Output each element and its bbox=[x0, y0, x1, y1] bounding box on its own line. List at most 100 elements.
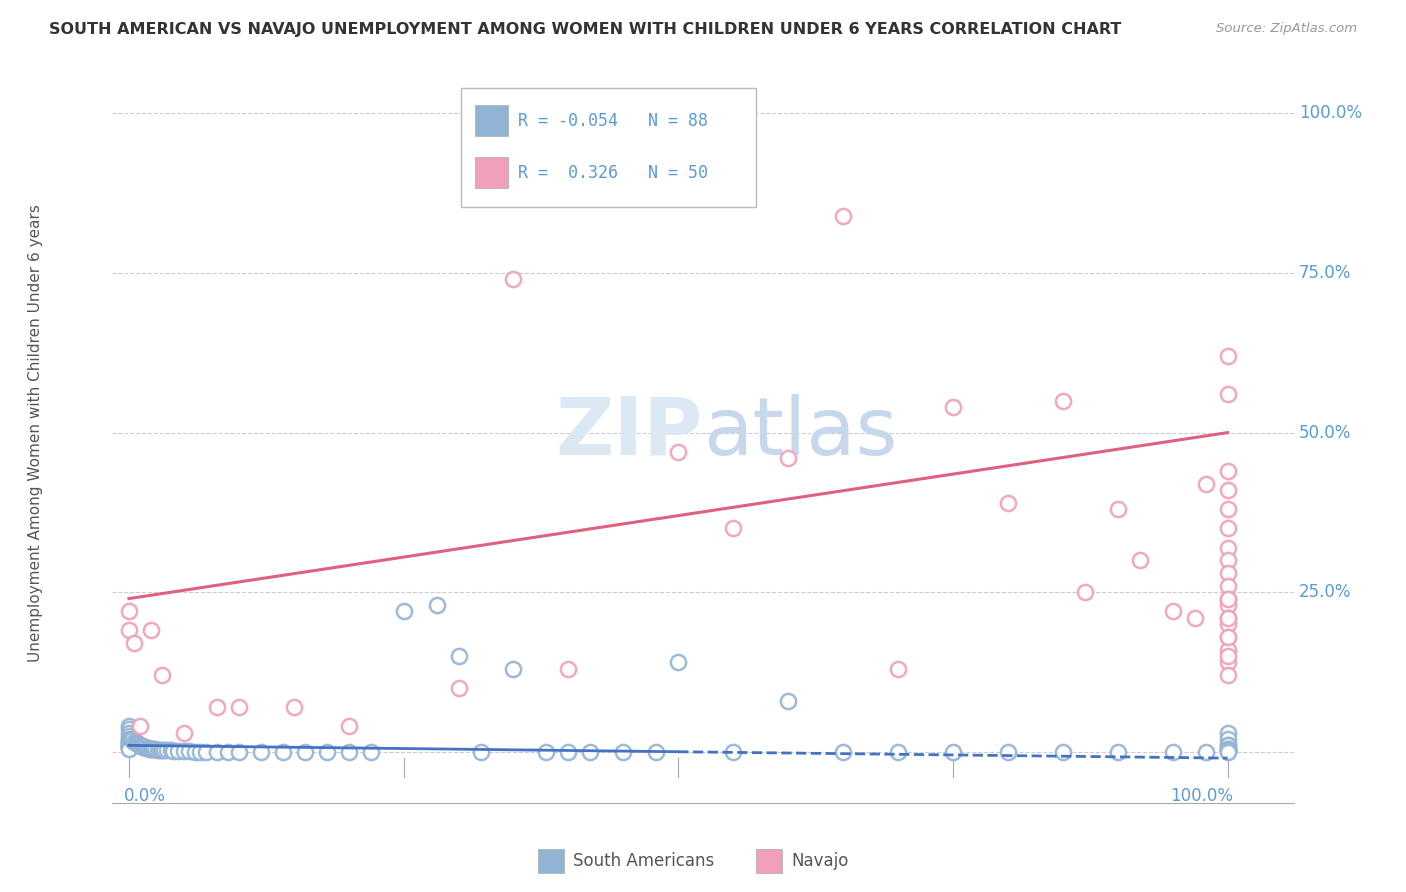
Point bbox=[194, 745, 217, 759]
Point bbox=[150, 668, 173, 682]
Point bbox=[1216, 745, 1239, 759]
Point bbox=[118, 734, 141, 748]
Point bbox=[997, 745, 1019, 759]
Point bbox=[1216, 611, 1239, 625]
Point bbox=[1052, 745, 1074, 759]
Point bbox=[118, 735, 141, 749]
Point bbox=[1216, 743, 1239, 757]
Point bbox=[118, 604, 141, 618]
Point bbox=[887, 662, 910, 676]
Point bbox=[283, 700, 305, 714]
Point bbox=[173, 725, 195, 739]
Point bbox=[1216, 502, 1239, 516]
Point bbox=[1074, 585, 1097, 599]
Point bbox=[1184, 611, 1206, 625]
Point bbox=[118, 731, 141, 746]
Point bbox=[132, 739, 155, 754]
Point bbox=[1216, 483, 1239, 497]
Point bbox=[1216, 591, 1239, 606]
Point bbox=[1216, 579, 1239, 593]
Point bbox=[942, 745, 965, 759]
Point bbox=[249, 745, 271, 759]
Point bbox=[125, 736, 148, 750]
FancyBboxPatch shape bbox=[756, 849, 782, 873]
Text: 100.0%: 100.0% bbox=[1170, 787, 1233, 805]
Point bbox=[392, 604, 415, 618]
Point bbox=[127, 737, 149, 751]
Point bbox=[143, 742, 166, 756]
Point bbox=[1216, 731, 1239, 746]
Point bbox=[205, 700, 228, 714]
Point bbox=[1216, 725, 1239, 739]
Point bbox=[1216, 741, 1239, 756]
Point bbox=[149, 743, 172, 757]
FancyBboxPatch shape bbox=[461, 88, 756, 207]
Text: R =  0.326   N = 50: R = 0.326 N = 50 bbox=[517, 164, 707, 182]
Point bbox=[162, 744, 184, 758]
Point bbox=[150, 743, 173, 757]
Point bbox=[153, 743, 176, 757]
Point bbox=[502, 272, 524, 286]
Point bbox=[167, 744, 190, 758]
Point bbox=[360, 745, 382, 759]
Text: SOUTH AMERICAN VS NAVAJO UNEMPLOYMENT AMONG WOMEN WITH CHILDREN UNDER 6 YEARS CO: SOUTH AMERICAN VS NAVAJO UNEMPLOYMENT AM… bbox=[49, 22, 1122, 37]
Point bbox=[942, 400, 965, 414]
Text: 100.0%: 100.0% bbox=[1299, 104, 1362, 122]
Text: R = -0.054   N = 88: R = -0.054 N = 88 bbox=[517, 112, 707, 130]
Point bbox=[228, 745, 250, 759]
Point bbox=[1216, 642, 1239, 657]
Point bbox=[426, 598, 449, 612]
Point bbox=[136, 740, 159, 755]
Point bbox=[1216, 668, 1239, 682]
Point bbox=[124, 636, 146, 650]
Point bbox=[337, 719, 360, 733]
Point bbox=[1216, 739, 1239, 753]
Point bbox=[1216, 648, 1239, 663]
Text: ZIP: ZIP bbox=[555, 393, 703, 472]
Point bbox=[721, 745, 744, 759]
Text: 25.0%: 25.0% bbox=[1299, 583, 1351, 601]
Point bbox=[1216, 541, 1239, 555]
Point bbox=[557, 745, 579, 759]
Point bbox=[118, 725, 141, 739]
Point bbox=[134, 740, 156, 755]
Text: South Americans: South Americans bbox=[574, 852, 714, 871]
Point bbox=[129, 739, 152, 753]
Point bbox=[124, 734, 146, 748]
Point bbox=[666, 444, 689, 458]
Point bbox=[1216, 349, 1239, 363]
Point bbox=[1216, 591, 1239, 606]
Point bbox=[832, 745, 855, 759]
Point bbox=[557, 662, 579, 676]
Point bbox=[778, 451, 800, 466]
Point bbox=[118, 719, 141, 733]
Point bbox=[131, 739, 153, 753]
Point bbox=[205, 745, 228, 759]
Point bbox=[134, 740, 156, 755]
Point bbox=[666, 656, 689, 670]
Point bbox=[294, 745, 316, 759]
Point bbox=[337, 745, 360, 759]
Point bbox=[447, 648, 470, 663]
FancyBboxPatch shape bbox=[475, 105, 508, 136]
Point bbox=[142, 742, 165, 756]
Point bbox=[470, 745, 492, 759]
Point bbox=[128, 738, 150, 752]
Point bbox=[118, 740, 141, 755]
FancyBboxPatch shape bbox=[475, 157, 508, 188]
Point bbox=[1129, 553, 1152, 567]
Point bbox=[118, 739, 141, 753]
Point bbox=[124, 735, 146, 749]
Point bbox=[118, 729, 141, 743]
Point bbox=[129, 719, 152, 733]
Point bbox=[1216, 464, 1239, 478]
FancyBboxPatch shape bbox=[537, 849, 564, 873]
Point bbox=[1216, 656, 1239, 670]
Point bbox=[315, 745, 337, 759]
Point bbox=[1216, 598, 1239, 612]
Point bbox=[1216, 611, 1239, 625]
Text: 0.0%: 0.0% bbox=[124, 787, 166, 805]
Point bbox=[118, 733, 141, 747]
Point bbox=[1161, 745, 1184, 759]
Point bbox=[1216, 521, 1239, 535]
